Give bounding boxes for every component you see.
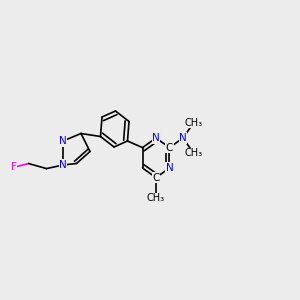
Text: N: N xyxy=(59,160,67,170)
Text: N: N xyxy=(179,133,187,143)
Text: N: N xyxy=(59,136,67,146)
Text: CH₃: CH₃ xyxy=(147,193,165,203)
Text: CH₃: CH₃ xyxy=(184,148,202,158)
Text: N: N xyxy=(152,133,160,143)
Text: F: F xyxy=(11,162,16,172)
Text: N: N xyxy=(166,163,173,173)
Text: CH₃: CH₃ xyxy=(184,118,202,128)
Text: C: C xyxy=(166,142,173,153)
Text: C: C xyxy=(152,172,160,183)
